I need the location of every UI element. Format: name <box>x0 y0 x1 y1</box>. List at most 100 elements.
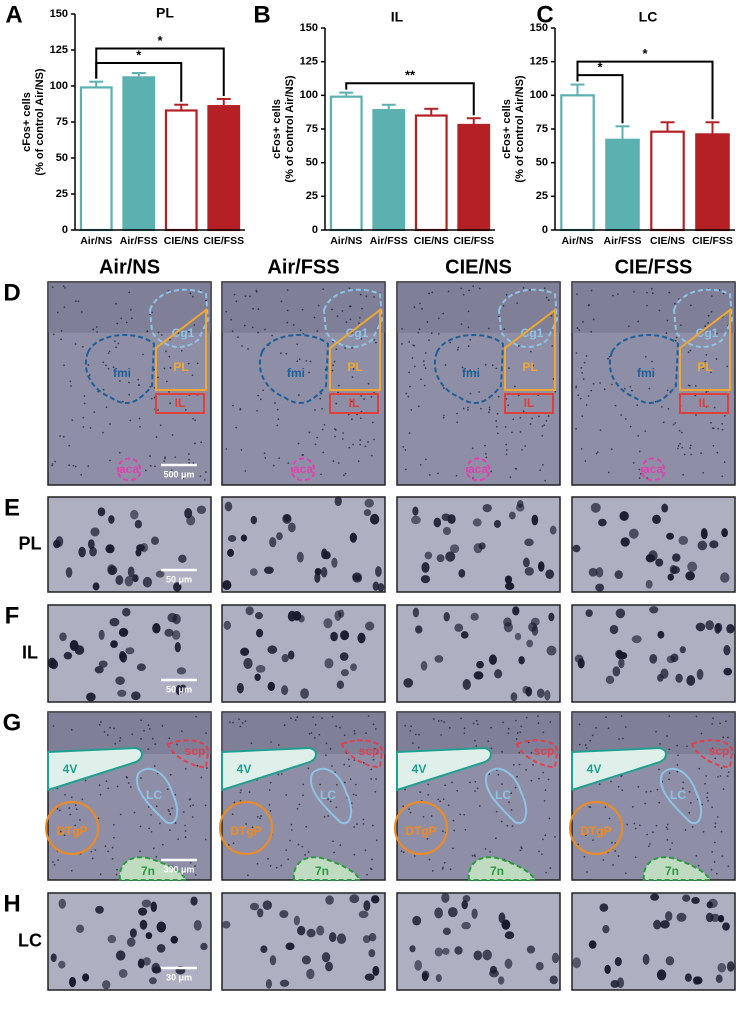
cell <box>204 471 207 473</box>
cell <box>662 421 665 424</box>
cell <box>184 508 193 519</box>
cell <box>297 843 300 846</box>
cell <box>127 566 135 578</box>
region-outline <box>118 856 188 881</box>
cell <box>434 655 444 663</box>
cell <box>314 723 317 726</box>
cell <box>184 836 187 838</box>
cell <box>375 778 377 780</box>
cell <box>670 566 680 574</box>
y-tick-label: 25 <box>536 190 548 202</box>
cell <box>676 770 679 773</box>
cell <box>519 431 522 433</box>
region-label: DTgP <box>56 824 87 838</box>
cell <box>264 566 274 574</box>
cell <box>719 775 722 777</box>
cell <box>112 366 115 369</box>
region-label: fmi <box>113 366 131 380</box>
cell <box>106 734 109 736</box>
cell <box>711 850 714 853</box>
cell <box>130 509 139 520</box>
cell <box>176 743 178 746</box>
region-label: 7n <box>141 864 155 878</box>
cell <box>726 623 735 634</box>
cell <box>174 642 181 653</box>
cell <box>610 979 620 988</box>
region-outline <box>504 307 556 391</box>
cell <box>71 419 74 422</box>
cell <box>705 912 714 923</box>
cell <box>504 575 513 584</box>
cell <box>525 716 528 719</box>
cell <box>302 783 305 786</box>
cell <box>526 945 536 954</box>
cell <box>715 872 718 875</box>
cell <box>329 747 332 750</box>
cell <box>610 780 612 783</box>
cell <box>469 781 471 784</box>
cell <box>430 815 433 817</box>
cell <box>695 414 697 416</box>
cell <box>308 431 311 434</box>
cell <box>413 855 416 857</box>
cell <box>235 426 238 429</box>
y-axis-label: cFos+ cells <box>271 99 283 159</box>
cell <box>147 748 150 750</box>
column-header: Air/NS <box>99 256 160 278</box>
cell <box>331 557 338 568</box>
cell <box>168 737 171 740</box>
cell <box>118 451 121 454</box>
cell <box>174 456 177 459</box>
cell <box>275 866 278 869</box>
cell <box>512 606 520 616</box>
cell <box>711 723 714 725</box>
micrograph <box>221 496 386 593</box>
cell <box>511 825 514 828</box>
cell <box>415 625 423 634</box>
x-tick-label: Air/FSS <box>120 235 158 247</box>
region-label: 4V <box>237 762 252 776</box>
region-outline <box>515 739 559 769</box>
cell <box>330 631 338 642</box>
cell <box>137 378 140 381</box>
y-tick-label: 50 <box>306 157 318 169</box>
region-outline <box>329 393 379 414</box>
cell <box>338 609 345 618</box>
cell <box>84 779 87 782</box>
cell <box>333 851 336 854</box>
cell <box>404 724 407 727</box>
cell <box>405 392 408 395</box>
cell <box>154 465 156 468</box>
cell <box>607 471 610 474</box>
cell <box>69 813 72 816</box>
cell <box>577 394 580 397</box>
cell <box>51 286 54 289</box>
cell <box>296 360 299 363</box>
cell <box>129 786 132 788</box>
cell <box>335 725 338 728</box>
cell <box>249 295 251 298</box>
cell <box>644 802 647 805</box>
cell <box>400 850 403 853</box>
cell <box>590 502 601 513</box>
cell <box>65 567 73 578</box>
cell <box>195 715 198 718</box>
cell <box>621 789 624 792</box>
cell <box>449 868 452 871</box>
cell <box>256 409 258 412</box>
cell <box>478 805 481 807</box>
cell <box>239 408 242 411</box>
cell <box>193 324 196 326</box>
cell <box>116 785 119 788</box>
cell <box>102 361 105 364</box>
cell <box>419 791 422 794</box>
cell <box>362 761 365 764</box>
cell <box>257 908 264 918</box>
region-outline <box>155 393 205 414</box>
cell <box>302 794 304 797</box>
cell <box>119 813 122 816</box>
cell <box>168 390 170 393</box>
x-tick-label: CIE/NS <box>650 235 685 247</box>
cell <box>700 732 703 735</box>
cell <box>194 865 196 868</box>
